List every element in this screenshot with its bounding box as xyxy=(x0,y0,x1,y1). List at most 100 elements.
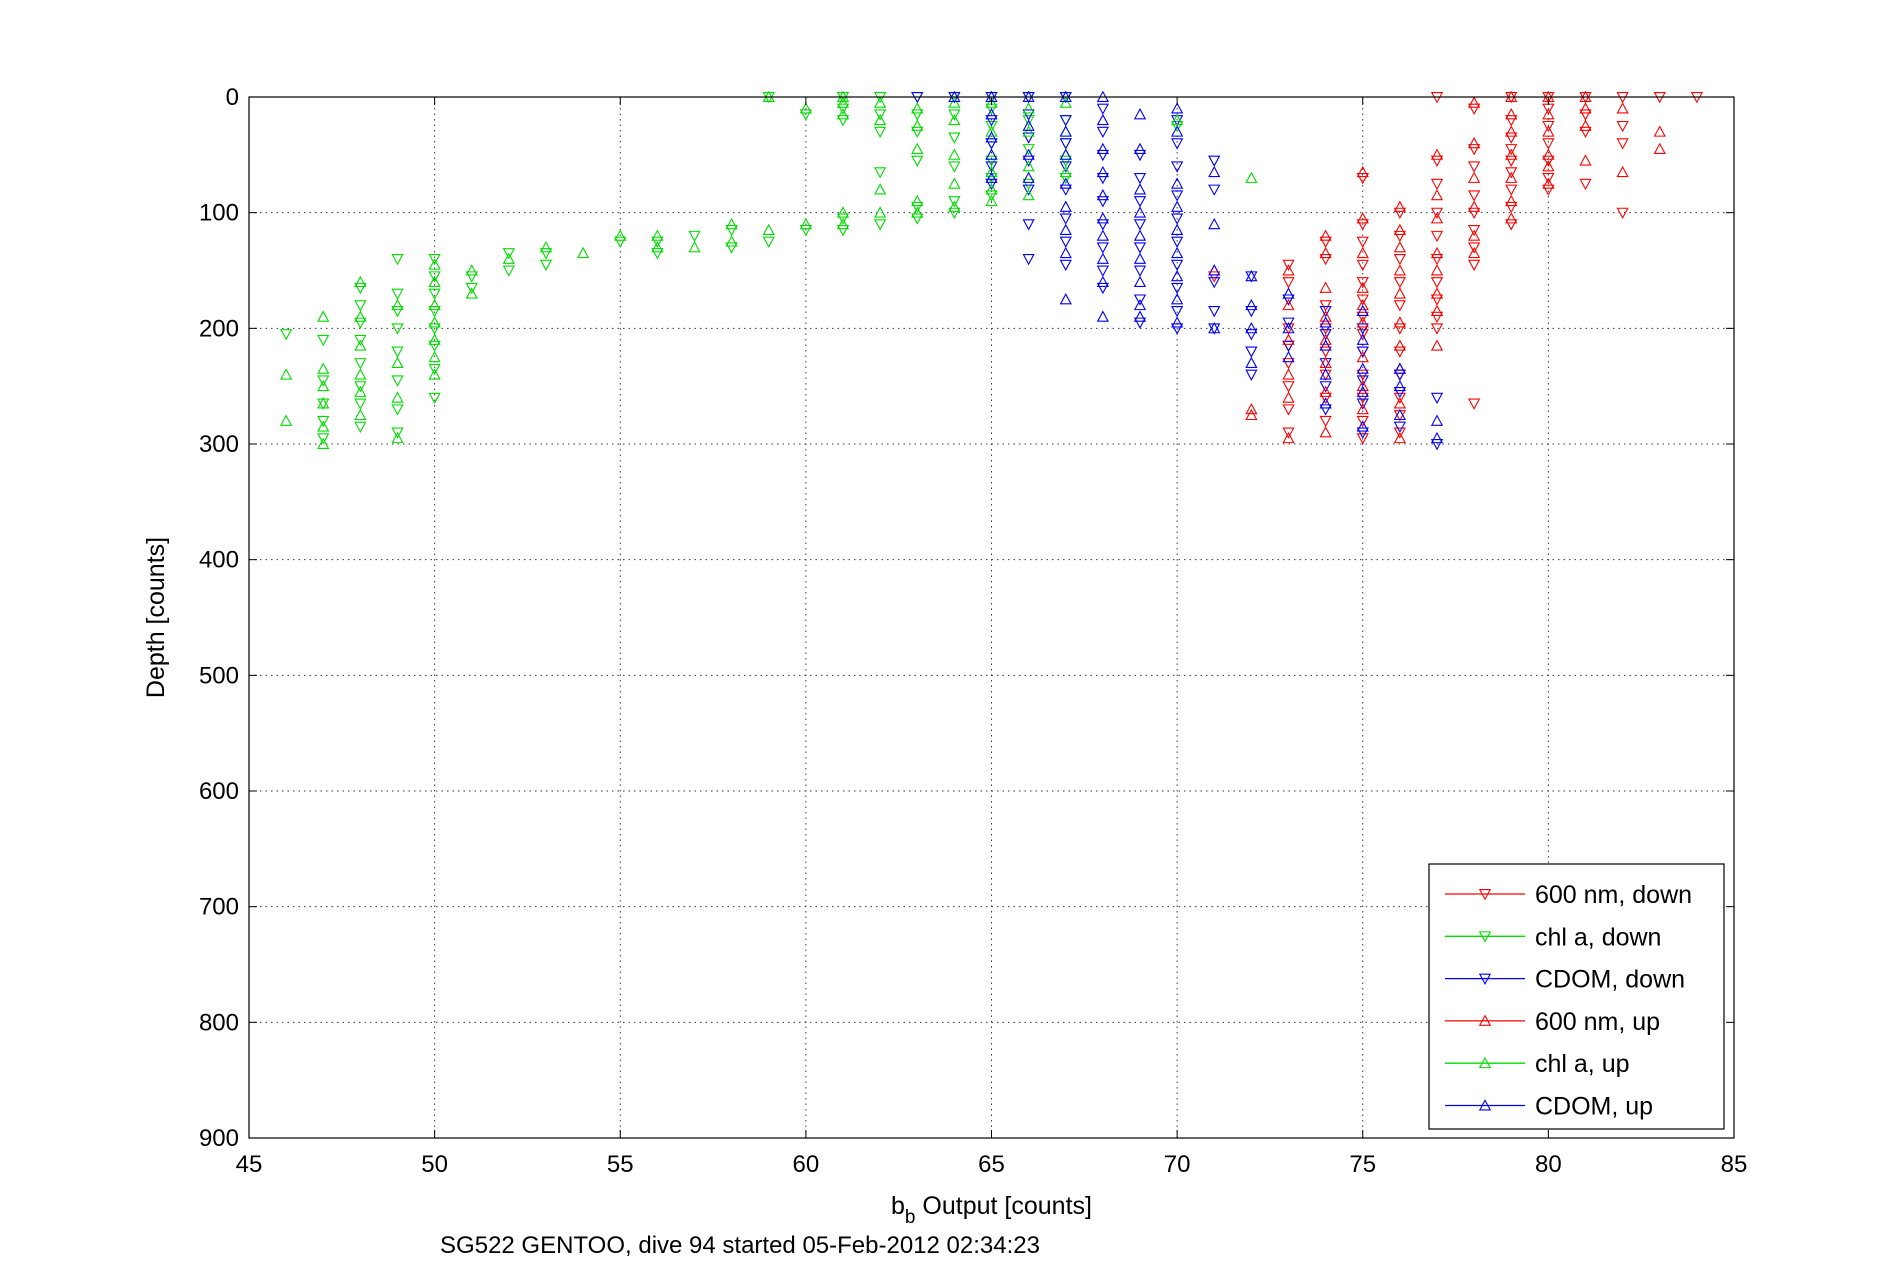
data-point xyxy=(391,288,404,300)
data-point xyxy=(391,404,404,416)
data-point xyxy=(1319,346,1332,358)
data-point xyxy=(1393,300,1406,312)
x-axis-label: bb Output [counts] xyxy=(891,1192,1092,1228)
data-point xyxy=(1171,125,1184,137)
data-point xyxy=(1356,246,1369,259)
data-point xyxy=(1282,431,1295,444)
data-point xyxy=(1356,323,1369,335)
x-tick-label: 60 xyxy=(793,1151,820,1178)
data-point xyxy=(1171,236,1184,248)
data-point xyxy=(799,109,812,121)
data-point xyxy=(1430,339,1444,351)
data-point xyxy=(911,126,924,139)
data-point xyxy=(1171,138,1184,150)
data-point xyxy=(1505,125,1518,137)
data-point xyxy=(1208,264,1221,276)
data-point xyxy=(1356,294,1369,306)
y-tick-label: 200 xyxy=(199,315,239,342)
data-point xyxy=(1319,415,1332,428)
data-point xyxy=(1393,223,1406,235)
data-point xyxy=(1022,119,1035,131)
data-point xyxy=(465,271,478,283)
y-tick-label: 600 xyxy=(199,778,239,805)
data-point xyxy=(1505,219,1518,231)
x-tick-label: 75 xyxy=(1349,1151,1376,1178)
data-point xyxy=(1208,321,1221,334)
legend-marker xyxy=(1478,889,1492,901)
data-point xyxy=(1393,392,1406,405)
data-point xyxy=(799,225,812,237)
series-0 xyxy=(1208,92,1703,445)
data-point xyxy=(1282,259,1295,272)
data-point xyxy=(1356,375,1369,387)
data-point xyxy=(1356,212,1369,224)
data-point xyxy=(1096,126,1109,139)
data-point xyxy=(1319,316,1332,328)
data-point xyxy=(1542,184,1555,196)
data-point xyxy=(1356,350,1369,363)
data-point xyxy=(1059,115,1072,127)
data-point xyxy=(1171,246,1184,259)
data-point xyxy=(1096,142,1109,155)
data-point xyxy=(1096,219,1109,231)
data-point xyxy=(985,171,998,183)
data-point xyxy=(428,275,441,288)
data-point xyxy=(1022,102,1035,114)
data-point xyxy=(1468,171,1481,183)
data-point xyxy=(1505,194,1518,207)
data-point xyxy=(354,368,367,380)
data-point xyxy=(428,258,441,270)
data-point xyxy=(1468,200,1481,212)
data-point xyxy=(1171,282,1184,295)
data-point xyxy=(985,165,998,178)
data-point xyxy=(1579,178,1592,191)
data-point xyxy=(985,190,998,202)
data-point xyxy=(1059,125,1072,137)
data-point xyxy=(948,200,961,212)
y-tick-label: 400 xyxy=(199,547,239,574)
data-point xyxy=(1579,102,1592,114)
data-point xyxy=(1133,242,1147,254)
data-point xyxy=(502,265,515,277)
data-point xyxy=(725,217,738,230)
data-point xyxy=(1171,113,1184,126)
data-point xyxy=(1468,246,1481,259)
data-point xyxy=(1356,281,1369,293)
data-point xyxy=(1022,188,1035,201)
data-point xyxy=(1430,230,1444,243)
data-point xyxy=(428,298,441,311)
data-point xyxy=(1133,219,1147,231)
data-point xyxy=(874,96,887,108)
data-point xyxy=(428,333,441,345)
x-axis-label-subscript: b xyxy=(905,1207,916,1228)
x-tick-label: 70 xyxy=(1164,1151,1191,1178)
data-point xyxy=(688,230,701,243)
data-point xyxy=(1356,379,1369,392)
data-point xyxy=(317,334,330,347)
data-point xyxy=(1096,265,1109,277)
data-point xyxy=(1171,316,1184,328)
data-point xyxy=(1096,149,1109,162)
data-point xyxy=(1430,323,1444,335)
data-point xyxy=(1282,264,1295,276)
data-point xyxy=(911,109,924,121)
x-tick-label: 55 xyxy=(607,1151,634,1178)
data-point xyxy=(1430,148,1444,160)
data-point xyxy=(1208,277,1221,289)
data-point xyxy=(985,148,998,160)
data-point xyxy=(1096,165,1109,178)
data-point xyxy=(1319,229,1332,241)
data-point xyxy=(391,346,404,358)
data-point xyxy=(280,329,293,341)
data-point xyxy=(985,96,998,108)
data-point xyxy=(1022,109,1035,121)
data-point xyxy=(1245,356,1258,369)
data-point xyxy=(317,437,330,449)
data-point xyxy=(1542,120,1555,133)
data-point xyxy=(1616,102,1629,114)
data-point xyxy=(317,375,330,387)
data-point xyxy=(1022,148,1035,160)
legend-label: 600 nm, up xyxy=(1535,1008,1660,1036)
data-point xyxy=(836,107,850,120)
